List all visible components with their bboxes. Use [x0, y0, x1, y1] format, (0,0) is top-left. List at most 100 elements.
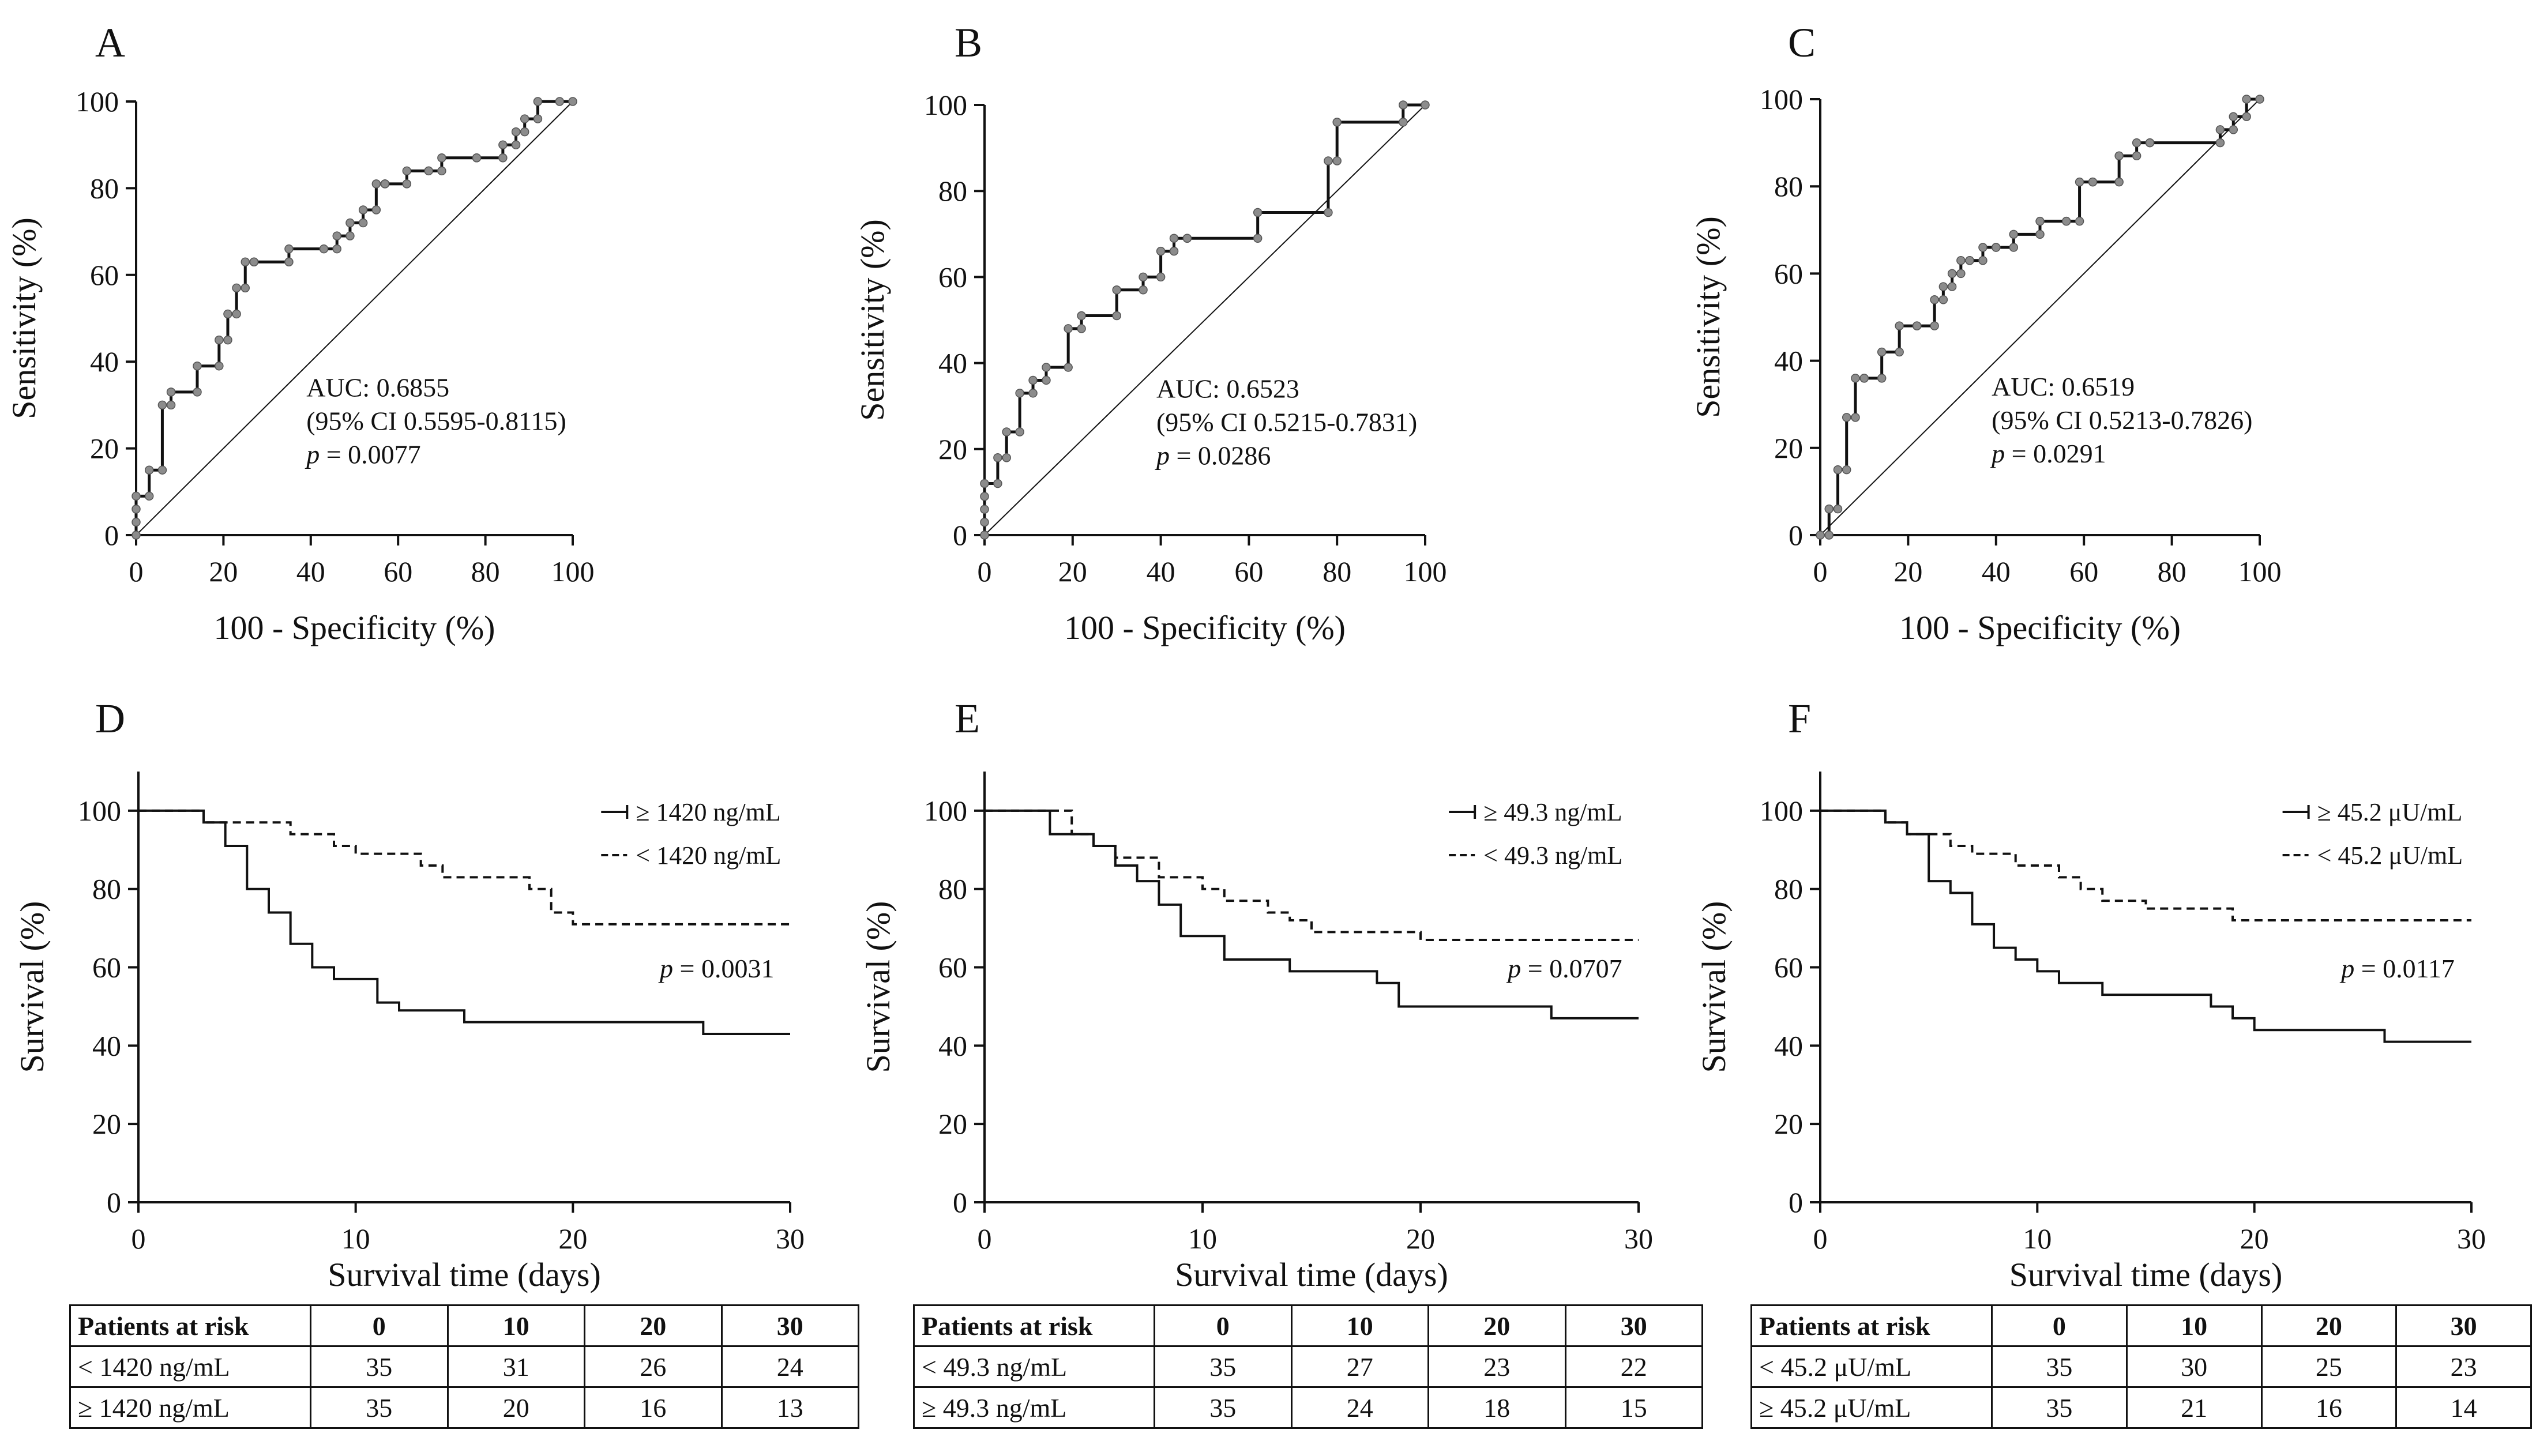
panel-label: B: [955, 20, 982, 66]
risk-table-header-row: Patients at risk 0 10 20 30: [69, 1304, 859, 1347]
roc-point: [1077, 311, 1086, 321]
km-curve-below-cutoff: [1820, 809, 2471, 922]
y-tick-label: 20: [938, 1108, 967, 1140]
roc-point: [1015, 389, 1024, 398]
roc-point: [1947, 282, 1957, 291]
roc-point: [1895, 347, 1904, 357]
roc-point: [1139, 285, 1148, 295]
roc-point: [2242, 112, 2251, 121]
roc-point: [2088, 177, 2098, 187]
roc-point: [993, 453, 1002, 462]
legend-label: ≥ 45.2 μU/mL: [2317, 798, 2463, 826]
auc-label: AUC: 0.6519: [1992, 372, 2135, 401]
roc-point: [1156, 272, 1166, 282]
risk-col-10: 10: [1290, 1304, 1429, 1347]
risk-cell: 31: [446, 1345, 585, 1388]
roc-point: [345, 218, 355, 228]
y-tick-label: 20: [90, 432, 119, 465]
y-tick-label: 40: [92, 1029, 121, 1062]
legend-label: ≥ 49.3 ng/mL: [1483, 798, 1622, 826]
roc-point: [1824, 504, 1834, 514]
roc-point: [533, 114, 543, 123]
roc-point: [1253, 208, 1263, 217]
x-tick-label: 60: [384, 555, 412, 588]
x-tick-label: 60: [1234, 555, 1263, 588]
y-tick-label: 80: [938, 175, 967, 207]
roc-point: [1077, 324, 1086, 333]
y-tick-label: 80: [92, 873, 121, 905]
roc-point: [1930, 321, 1939, 330]
ci-label: (95% CI 0.5215-0.7831): [1156, 407, 1417, 437]
risk-row-label: ≥ 45.2 μU/mL: [1750, 1386, 1993, 1429]
y-tick-label: 40: [1774, 1029, 1803, 1062]
risk-cell: 23: [1427, 1345, 1566, 1388]
roc-point: [1877, 347, 1887, 357]
y-tick-label: 0: [1789, 519, 1803, 551]
y-tick-label: 80: [90, 172, 119, 204]
roc-point: [358, 218, 368, 228]
roc-point: [157, 465, 167, 475]
risk-header-label: Patients at risk: [1750, 1304, 1993, 1347]
roc-point: [1851, 413, 1860, 422]
risk-row-label: ≥ 49.3 ng/mL: [913, 1386, 1155, 1429]
roc-point: [1824, 531, 1834, 540]
y-tick-label: 0: [1789, 1186, 1803, 1218]
risk-table-e: Patients at risk 0 10 20 30 < 49.3 ng/mL…: [913, 1304, 1703, 1429]
y-tick-label: 20: [1774, 432, 1803, 464]
y-axis-title: Sensitivity (%): [5, 217, 43, 419]
x-tick-label: 0: [978, 555, 992, 588]
roc-point: [1112, 311, 1121, 321]
y-tick-label: 100: [78, 795, 121, 827]
panel-b: B 0 20 40 60 80 100 0 20 40 60 80 100 100 - Specifici…: [854, 20, 1447, 646]
roc-point: [371, 205, 381, 215]
x-tick-label: 30: [2457, 1222, 2486, 1255]
roc-point: [1324, 156, 1333, 165]
x-tick-label: 100: [551, 555, 595, 588]
roc-point: [1002, 427, 1011, 437]
x-tick-label: 80: [2158, 555, 2186, 588]
risk-col-30: 30: [720, 1304, 859, 1347]
risk-cell: 30: [2125, 1345, 2263, 1388]
y-tick-label: 20: [92, 1108, 121, 1140]
y-tick-label: 0: [953, 1186, 967, 1218]
roc-point: [166, 400, 176, 410]
y-tick-label: 0: [104, 519, 119, 551]
ci-label: (95% CI 0.5213-0.7826): [1992, 405, 2252, 435]
roc-point: [1169, 234, 1179, 243]
x-tick-label: 10: [2023, 1222, 2052, 1255]
x-axis-title: 100 - Specificity (%): [213, 609, 495, 646]
ci-label: (95% CI 0.5595-0.8115): [306, 406, 566, 435]
risk-table-header-row: Patients at risk 0 10 20 30: [1750, 1304, 2532, 1347]
risk-cell: 16: [2260, 1386, 2398, 1429]
y-tick-label: 0: [107, 1186, 121, 1218]
x-tick-label: 10: [341, 1222, 370, 1255]
roc-point: [1895, 321, 1904, 330]
risk-cell: 14: [2395, 1386, 2532, 1429]
x-tick-label: 40: [1982, 555, 2011, 588]
risk-col-0: 0: [1154, 1304, 1293, 1347]
roc-point: [332, 244, 341, 254]
risk-cell: 35: [1991, 1345, 2128, 1388]
roc-point: [1042, 363, 1051, 372]
risk-cell: 23: [2395, 1345, 2532, 1388]
p-value-label: p = 0.0077: [305, 439, 420, 469]
roc-point: [980, 531, 989, 540]
x-tick-label: 80: [1323, 555, 1351, 588]
roc-point: [193, 361, 202, 371]
x-tick-label: 0: [1813, 1222, 1828, 1255]
x-tick-label: 0: [1813, 555, 1828, 588]
p-value-label: p = 0.0291: [1990, 439, 2106, 468]
roc-point: [1842, 465, 1851, 475]
roc-point: [1002, 453, 1011, 462]
roc-point: [2114, 151, 2124, 161]
y-tick-label: 40: [1774, 345, 1803, 377]
roc-point: [2242, 95, 2251, 104]
risk-cell: 35: [1154, 1345, 1293, 1388]
roc-point: [1139, 272, 1148, 282]
risk-row-label: < 1420 ng/mL: [69, 1345, 311, 1388]
roc-point: [1938, 295, 1948, 304]
roc-point: [568, 97, 577, 106]
y-tick-label: 100: [1760, 83, 1803, 115]
roc-point: [132, 505, 141, 514]
roc-point: [1842, 413, 1851, 422]
